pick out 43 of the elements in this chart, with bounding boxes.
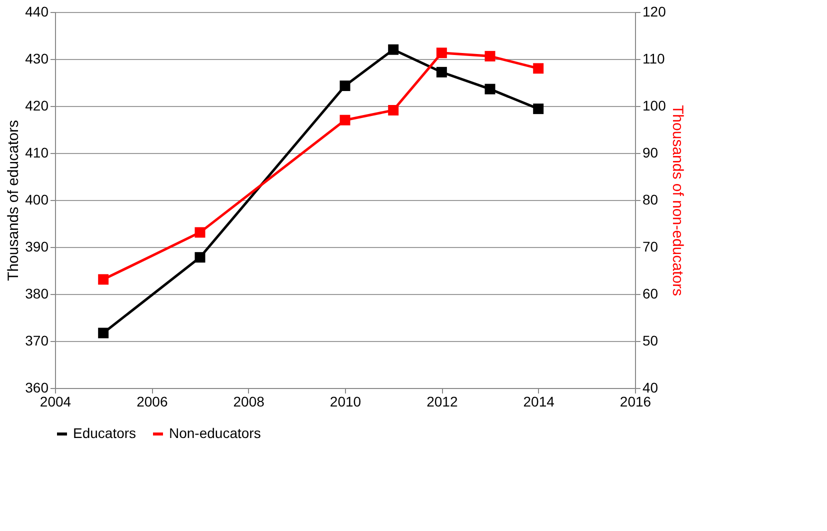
y-tick-label: 410 (25, 144, 49, 160)
point (340, 114, 350, 126)
y-tick-label: 390 (25, 238, 49, 254)
y-tick-label: 430 (25, 50, 49, 66)
y2-tick-label: 50 (642, 332, 658, 348)
y2-tick-label: 40 (642, 380, 658, 396)
y-tick-label: 360 (25, 380, 49, 396)
point (98, 328, 109, 338)
point (436, 48, 447, 58)
point (484, 84, 496, 94)
x-tick-label: 2006 (136, 394, 168, 410)
point (194, 227, 206, 238)
y2-tick-label: 110 (642, 50, 666, 66)
point (340, 80, 350, 92)
y2-tick-label: 80 (642, 192, 658, 208)
y2-tick-label: 60 (642, 286, 658, 302)
y2-tick-label: 70 (642, 238, 658, 254)
point (533, 63, 544, 74)
point (98, 274, 109, 285)
legend-label: Non-educators (169, 425, 261, 441)
x-tick-label: 2008 (233, 394, 265, 410)
y-tick-label: 370 (25, 332, 49, 348)
y2-tick-label: 120 (642, 4, 666, 20)
point (533, 104, 544, 114)
point (484, 50, 496, 62)
y2-tick-label: 90 (642, 144, 658, 160)
point (436, 66, 447, 78)
x-tick-label: 2004 (40, 394, 72, 410)
y-tick-label: 440 (25, 4, 49, 20)
x-tick-label: 2012 (426, 394, 458, 410)
point (388, 104, 399, 116)
x-tick-label: 2014 (523, 394, 555, 410)
point (388, 44, 399, 55)
y-tick-label: 420 (25, 98, 49, 114)
y-tick-label: 380 (25, 286, 49, 302)
legend-label: Educators (73, 425, 136, 441)
x-tick-label: 2016 (620, 394, 652, 410)
y2-tick-label: 100 (642, 98, 666, 114)
x-tick-label: 2010 (330, 394, 362, 410)
y-tick-label: 400 (25, 192, 49, 208)
y2-axis-title: Thousands of non-educators (668, 105, 686, 296)
y-axis-title: Thousands of educators (5, 120, 22, 281)
point (194, 252, 206, 263)
